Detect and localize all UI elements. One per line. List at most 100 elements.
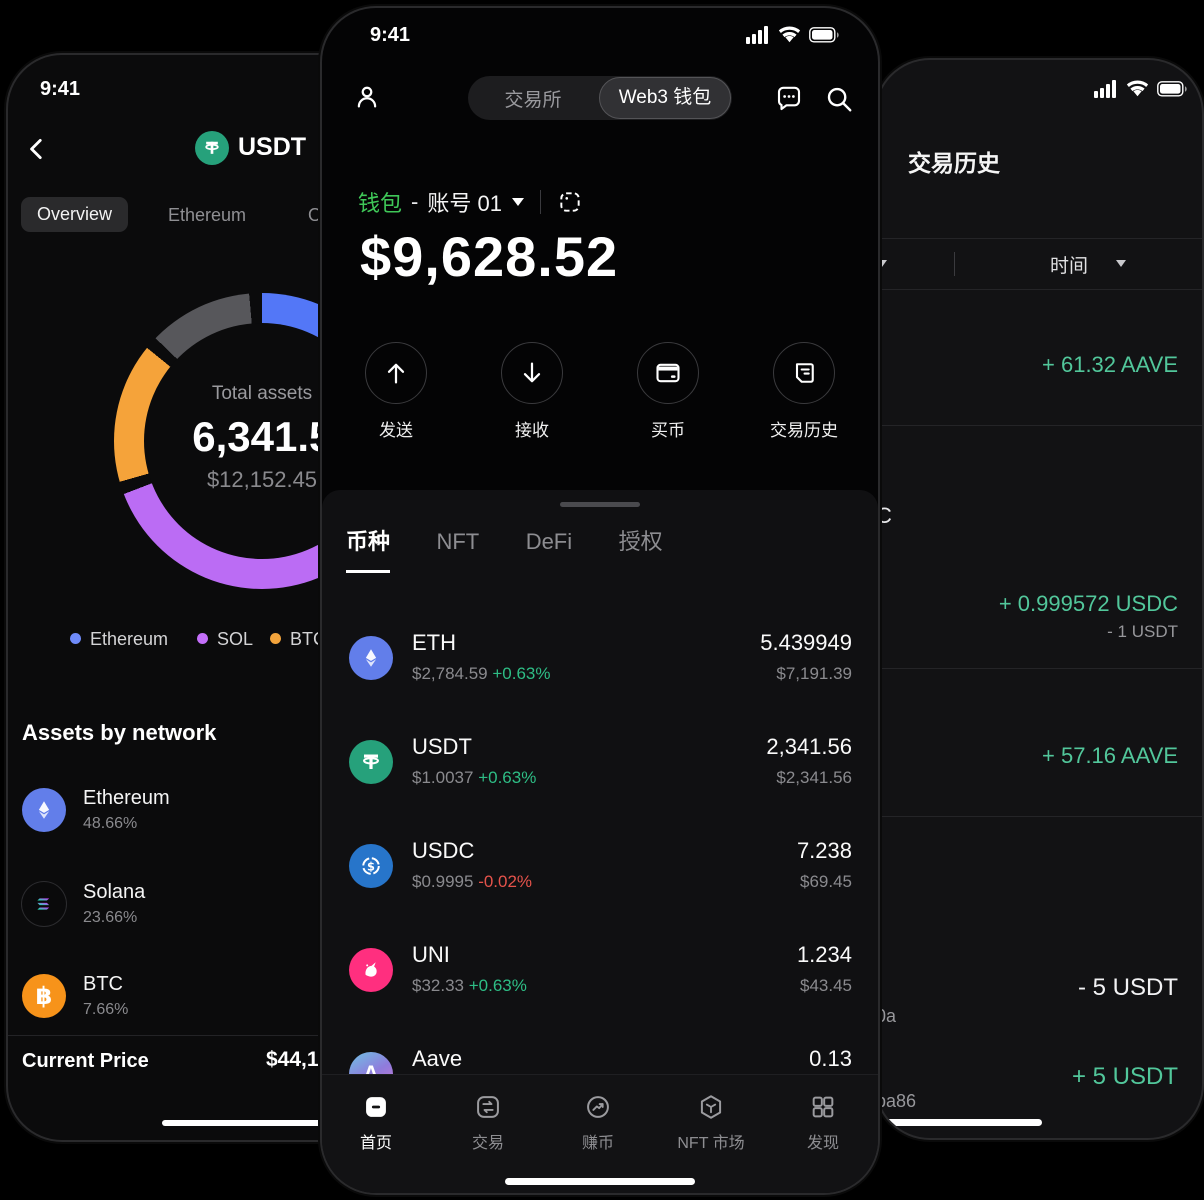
tx-fragment: C (876, 503, 892, 528)
legend-item-ethereum: Ethereum (70, 629, 168, 650)
token-row-eth[interactable]: ETH $2,784.59 +0.63% 5.439949 $7,191.39 (322, 608, 878, 712)
network-row-solana[interactable]: Solana 23.66% (22, 881, 145, 927)
segment-exchange[interactable]: 交易所 (504, 89, 562, 111)
segment-web3-wallet[interactable]: Web3 钱包 (599, 77, 731, 119)
usdt-token-icon (349, 740, 393, 784)
tx-fragment: ba86 (876, 1091, 917, 1111)
back-button[interactable] (24, 136, 50, 162)
wallet-dash: - (411, 189, 419, 214)
home-indicator (876, 1119, 1042, 1126)
header-segmented-control: 交易所 Web3 钱包 (468, 76, 732, 120)
total-balance: $9,628.52 (360, 225, 619, 288)
tx-fragment: ) (876, 382, 883, 404)
assets-sheet: 币种 NFT DeFi 授权 ETH $2,784.59 +0.63% 5.43… (322, 490, 878, 1099)
tab-overview[interactable]: Overview (21, 197, 129, 232)
battery-icon (809, 27, 839, 43)
eth-token-icon (349, 636, 393, 680)
tab-tokens[interactable]: 币种 (346, 524, 391, 573)
drag-handle[interactable] (560, 502, 640, 507)
network-row-btc[interactable]: ฿ BTC 7.66% (22, 973, 128, 1019)
tx-amount: + 5 USDT (1071, 1063, 1178, 1090)
current-price-label: Current Price (22, 1050, 149, 1072)
center-phone: 9:41 交易所 Web3 钱包 钱包 - 账号 01 (322, 8, 878, 1193)
legend-dot-sol (197, 633, 208, 644)
divider (8, 1035, 348, 1036)
assets-by-network-heading: Assets by network (22, 720, 217, 745)
btc-icon: ฿ (22, 974, 66, 1018)
change-up: +0.63% (478, 768, 537, 787)
status-time: 9:41 (370, 24, 411, 46)
scan-icon (560, 192, 580, 212)
divider (876, 668, 1202, 669)
chevron-down-icon (511, 198, 524, 206)
divider (539, 190, 541, 214)
card-icon (637, 342, 699, 404)
history-title: 交易历史 (908, 150, 1000, 176)
buy-crypto-button[interactable]: 买币 (613, 342, 723, 441)
solana-icon (22, 882, 66, 926)
nav-nft-market[interactable]: NFT 市场 (656, 1093, 766, 1153)
chat-icon (777, 86, 801, 111)
svg-text:$: $ (367, 859, 375, 873)
tab-defi[interactable]: DeFi (525, 529, 573, 554)
token-row-uni[interactable]: UNI $32.33 +0.63% 1.234 $43.45 (322, 920, 878, 1024)
change-down: -0.02% (478, 872, 533, 891)
tx-sub-amount: - 1 USDT (1107, 622, 1178, 641)
status-time: 9:41 (40, 78, 81, 100)
signal-icon (1094, 80, 1116, 98)
filter-divider (954, 252, 955, 276)
bottom-nav: 首页 交易 赚币 NFT 市场 发现 (322, 1075, 878, 1193)
account-label: 账号 01 (427, 191, 502, 216)
divider (876, 816, 1202, 817)
profile-button[interactable] (352, 82, 382, 112)
wallet-label: 钱包 (358, 191, 403, 216)
receive-button[interactable]: 接收 (477, 342, 587, 441)
uni-token-icon (349, 948, 393, 992)
tx-amount: + 0.999572 USDC (998, 591, 1178, 616)
swap-icon (477, 1096, 499, 1118)
tab-approvals[interactable]: 授权 (618, 529, 663, 554)
status-icons (1094, 80, 1188, 98)
donut-center-label: Total assets (211, 383, 313, 404)
page-title: USDT (238, 133, 307, 161)
home-icon (366, 1097, 386, 1117)
filter-time-button[interactable]: 时间 (1050, 256, 1089, 277)
token-row-usdc[interactable]: $ USDC $0.9995 -0.02% 7.238 $69.45 (322, 816, 878, 920)
tx-fragment: 0a (876, 1006, 897, 1026)
wallet-selector[interactable]: 钱包 - 账号 01 (358, 186, 583, 218)
earn-icon (587, 1096, 609, 1118)
filter-row: 时间 (876, 238, 1202, 290)
token-row-usdt[interactable]: USDT $1.0037 +0.63% 2,341.56 $2,341.56 (322, 712, 878, 816)
change-up: +0.63% (468, 976, 527, 995)
search-button[interactable] (824, 84, 854, 114)
usdt-title-icon (195, 131, 229, 165)
legend-dot-ethereum (70, 633, 81, 644)
scan-button[interactable] (557, 189, 583, 215)
legend-dot-btc (270, 633, 281, 644)
filter-caret-partial-icon[interactable] (877, 260, 887, 267)
nav-home[interactable]: 首页 (322, 1093, 431, 1153)
wifi-icon (1126, 80, 1149, 97)
ethereum-icon (22, 788, 66, 832)
tx-amount: + 61.32 AAVE (1042, 352, 1178, 377)
tab-partial[interactable]: O (308, 205, 323, 225)
signal-icon (746, 26, 768, 44)
tab-nft[interactable]: NFT (436, 529, 480, 554)
home-indicator (505, 1178, 695, 1185)
nav-discover[interactable]: 发现 (768, 1093, 878, 1153)
arrow-up-icon (365, 342, 427, 404)
chat-button[interactable] (774, 84, 804, 114)
tab-ethereum[interactable]: Ethereum (168, 205, 247, 225)
network-row-ethereum[interactable]: Ethereum 48.66% (22, 787, 170, 833)
nav-trade[interactable]: 交易 (433, 1093, 543, 1153)
search-icon (827, 87, 852, 112)
nav-earn[interactable]: 赚币 (543, 1093, 653, 1153)
tx-history-button[interactable]: 交易历史 (749, 342, 859, 441)
legend-item-sol: SOL (197, 629, 253, 650)
status-icons (746, 26, 840, 44)
usdc-token-icon: $ (349, 844, 393, 888)
send-button[interactable]: 发送 (341, 342, 451, 441)
tx-amount: - 5 USDT (1077, 974, 1178, 1001)
battery-icon (1157, 81, 1187, 97)
